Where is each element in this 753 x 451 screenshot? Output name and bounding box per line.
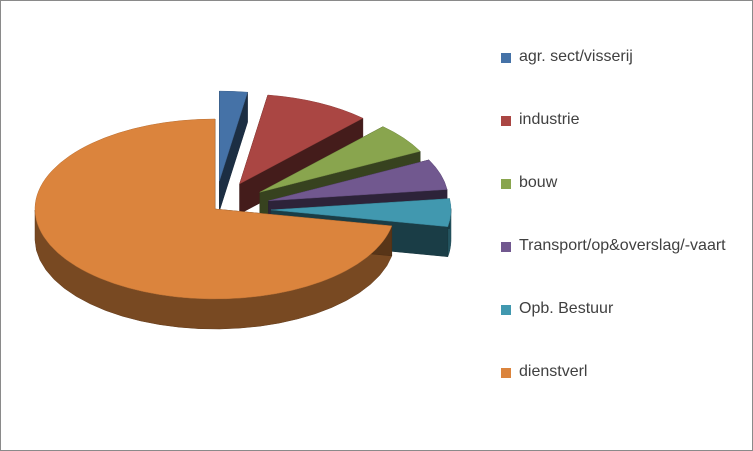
- pie-slice-2: [259, 126, 421, 193]
- legend-item: Opb. Bestuur: [501, 299, 739, 319]
- legend-label: agr. sect/visserij: [519, 48, 633, 65]
- legend-swatch: [501, 242, 511, 252]
- pie-slice-3: [268, 159, 448, 202]
- pie-slice-4: [270, 198, 452, 227]
- pie-slice-1: [239, 94, 364, 185]
- legend-swatch: [501, 116, 511, 126]
- legend-label: Transport/op&overslag/-vaart: [519, 237, 726, 254]
- legend-label: industrie: [519, 111, 580, 128]
- legend-item: agr. sect/visserij: [501, 47, 739, 67]
- legend-label: bouw: [519, 174, 558, 191]
- legend: agr. sect/visserij industrie bouw Transport…: [501, 1, 751, 450]
- legend-label: dienstverl: [519, 363, 588, 380]
- legend-swatch: [501, 305, 511, 315]
- legend-item: dienstverl: [501, 362, 739, 382]
- legend-item: bouw: [501, 173, 739, 193]
- legend-item: Transport/op&overslag/-vaart: [501, 236, 739, 256]
- legend-swatch: [501, 179, 511, 189]
- pie-slice-5: [34, 118, 393, 300]
- legend-label: Opb. Bestuur: [519, 300, 614, 317]
- pie-slice-0: [219, 90, 248, 182]
- legend-item: industrie: [501, 110, 739, 130]
- pie-chart: [34, 90, 452, 330]
- legend-swatch: [501, 53, 511, 63]
- legend-swatch: [501, 368, 511, 378]
